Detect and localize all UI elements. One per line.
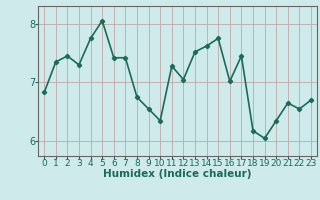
X-axis label: Humidex (Indice chaleur): Humidex (Indice chaleur) <box>103 169 252 179</box>
